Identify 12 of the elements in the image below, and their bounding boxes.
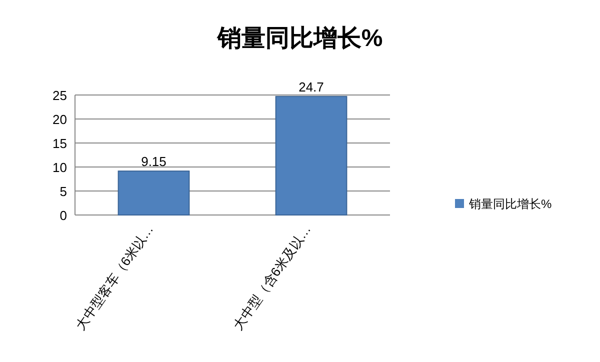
y-tick-label: 20 [52,112,67,127]
y-tick-label: 15 [52,136,67,151]
data-label: 24.7 [298,79,324,94]
y-tick-label: 25 [52,88,67,103]
x-tick-label: 大中型（含6米及以… [230,222,314,332]
y-tick-label: 10 [52,160,67,175]
chart-title: 销量同比增长% [216,25,383,52]
y-tick-label: 5 [60,184,67,199]
data-label: 9.15 [141,154,166,170]
y-tick-label: 0 [60,208,67,223]
legend-label: 销量同比增长% [468,197,552,211]
x-tick-label: 大中型客车（6米以… [72,222,156,332]
